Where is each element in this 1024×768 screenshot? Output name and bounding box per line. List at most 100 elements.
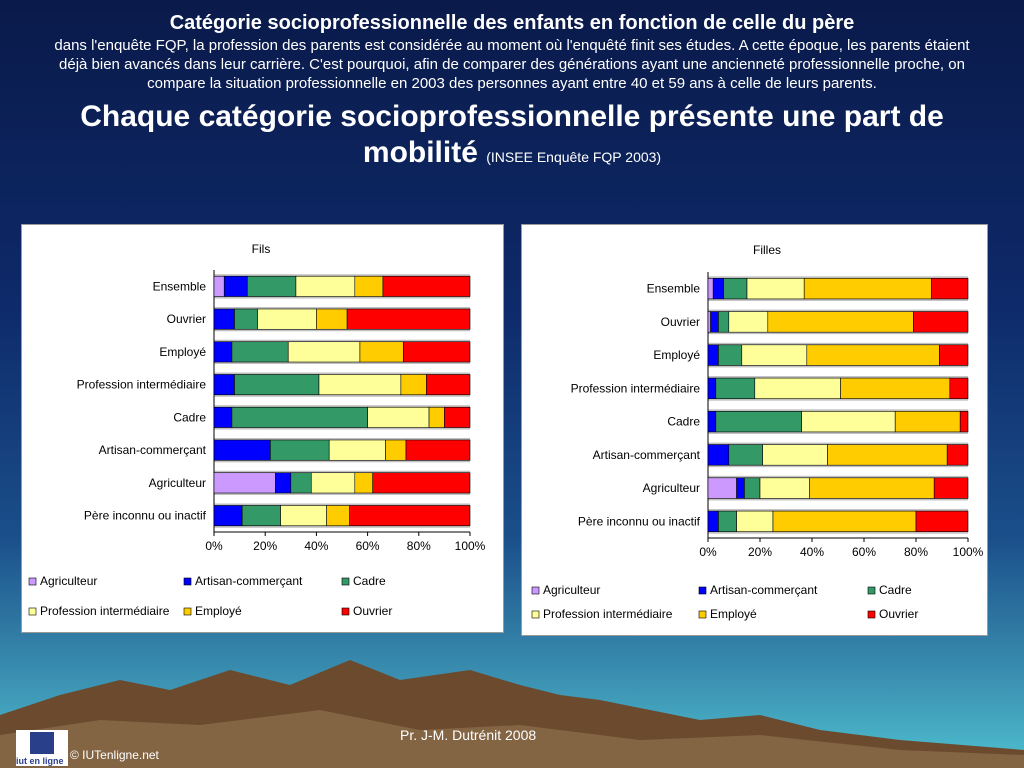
logo-text: iut en ligne <box>16 756 64 766</box>
bar-segment <box>403 341 471 363</box>
bar-segment <box>326 505 350 527</box>
category-label: Père inconnu ou inactif <box>578 514 701 528</box>
bar-segment <box>359 341 404 363</box>
bar-segment <box>754 377 841 399</box>
bar-segment <box>707 444 730 466</box>
bar-segment <box>744 477 761 499</box>
bar-segment <box>234 374 320 396</box>
bar-segment <box>759 477 810 499</box>
bar-segment <box>444 406 471 428</box>
legend-swatch <box>531 610 540 619</box>
logo-square <box>30 732 54 754</box>
legend-swatch <box>698 586 707 595</box>
bar-segment <box>405 439 471 461</box>
bar-segment <box>762 444 828 466</box>
bar-segment <box>426 374 471 396</box>
legend-swatch <box>183 577 192 586</box>
bar-segment <box>736 510 774 532</box>
bar-segment <box>246 275 297 297</box>
bar-segment <box>400 374 427 396</box>
x-tick-label: 40% <box>304 539 328 553</box>
bar-segment <box>809 477 935 499</box>
legend-label: Cadre <box>353 574 386 588</box>
category-label: Ouvrier <box>167 312 206 326</box>
category-label: Employé <box>159 345 206 359</box>
slide-title: Catégorie socioprofessionnelle des enfan… <box>169 12 855 34</box>
category-label: Employé <box>653 348 700 362</box>
bar-segment <box>354 472 374 494</box>
legend-label: Ouvrier <box>353 604 392 618</box>
slide-header: Catégorie socioprofessionnelle des enfan… <box>40 12 984 175</box>
category-label: Cadre <box>173 410 206 424</box>
bar-segment <box>382 275 471 297</box>
bar-segment <box>931 278 969 300</box>
legend-swatch <box>28 607 37 616</box>
bar-segment <box>213 406 233 428</box>
legend-label: Employé <box>195 604 242 618</box>
x-tick-label: 100% <box>953 545 984 559</box>
bar-segment <box>718 311 730 333</box>
bar-segment <box>241 505 281 527</box>
x-tick-label: 100% <box>455 539 486 553</box>
bar-segment <box>231 341 289 363</box>
category-label: Ensemble <box>153 279 207 293</box>
legend-swatch <box>341 577 350 586</box>
bar-segment <box>746 278 805 300</box>
bar-segment <box>346 308 471 330</box>
legend-label: Agriculteur <box>40 574 97 588</box>
legend-label: Artisan-commerçant <box>195 574 303 588</box>
mountain-foreground <box>0 710 1024 768</box>
bar-segment <box>428 406 445 428</box>
bar-segment <box>213 275 225 297</box>
bar-segment <box>707 477 737 499</box>
x-tick-label: 0% <box>699 545 717 559</box>
legend-label: Artisan-commerçant <box>710 583 818 597</box>
bar-segment <box>213 439 271 461</box>
bar-segment <box>223 275 248 297</box>
category-label: Profession intermédiaire <box>77 378 207 392</box>
bar-segment <box>741 344 808 366</box>
bar-segment <box>213 374 235 396</box>
bar-segment <box>707 411 717 433</box>
x-tick-label: 40% <box>800 545 824 559</box>
chart-title: Fils <box>252 242 271 256</box>
bar-segment <box>949 377 969 399</box>
bar-segment <box>707 377 717 399</box>
bar-segment <box>367 406 430 428</box>
x-tick-label: 80% <box>407 539 431 553</box>
legend-swatch <box>341 607 350 616</box>
bar-segment <box>946 444 969 466</box>
stacked-bar-chart: Filles 0% 20% 40% 60% 80% 100% Ensemble Ouvrier E… <box>531 243 984 621</box>
bar-segment <box>715 411 802 433</box>
legend-label: Ouvrier <box>879 607 918 621</box>
bar-segment <box>728 311 769 333</box>
bar-segment <box>213 308 235 330</box>
legend-swatch <box>698 610 707 619</box>
legend-swatch <box>867 586 876 595</box>
category-label: Ouvrier <box>661 315 700 329</box>
bar-segment <box>728 444 763 466</box>
bar-segment <box>310 472 356 494</box>
legend-swatch <box>28 577 37 586</box>
bar-segment <box>290 472 312 494</box>
legend-label: Cadre <box>879 583 912 597</box>
stacked-bar-chart: Fils 0% 20% 40% 60% 80% 100% Ensemble Ouvrier Emp… <box>28 242 486 618</box>
bar-segment <box>270 439 330 461</box>
bar-segment <box>959 411 969 433</box>
slide-intro: dans l'enquête FQP, la profession des pa… <box>54 37 970 92</box>
bar-segment <box>707 344 719 366</box>
bar-segment <box>736 477 745 499</box>
bar-segment <box>280 505 327 527</box>
bar-segment <box>767 311 914 333</box>
bar-segment <box>801 411 896 433</box>
bar-segment <box>840 377 951 399</box>
bar-segment <box>234 308 258 330</box>
bar-segment <box>710 311 719 333</box>
category-label: Agriculteur <box>149 476 206 490</box>
x-tick-label: 0% <box>205 539 223 553</box>
bar-segment <box>894 411 961 433</box>
legend-label: Profession intermédiaire <box>543 607 673 621</box>
x-tick-label: 60% <box>356 539 380 553</box>
bar-segment <box>354 275 384 297</box>
bar-segment <box>933 477 969 499</box>
